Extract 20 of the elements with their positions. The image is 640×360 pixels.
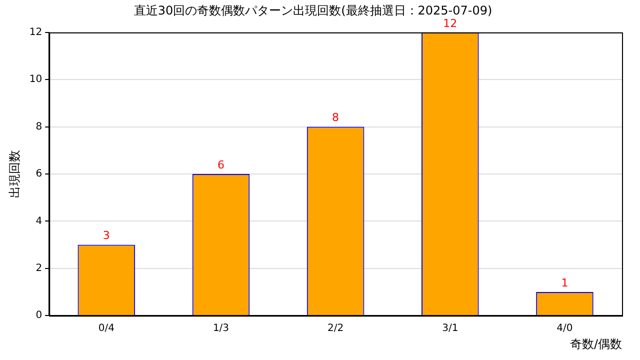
y-tick-label: 8: [36, 121, 42, 132]
y-tick-label: 12: [29, 26, 42, 38]
y-tick-label: 6: [36, 168, 42, 180]
x-tick-label: 4/0: [556, 323, 573, 334]
y-tick-label: 10: [29, 74, 42, 86]
y-tick-label: 2: [36, 262, 42, 274]
data-label: 6: [217, 158, 224, 172]
y-tick-label: 4: [36, 216, 42, 227]
x-tick-label: 1/3: [212, 323, 230, 334]
x-tick-label: 3/1: [442, 323, 458, 334]
x-axis-title: 奇数/偶数: [570, 336, 622, 351]
y-tick-label: 0: [36, 310, 42, 322]
data-label: 3: [102, 229, 110, 242]
data-label: 1: [561, 276, 568, 290]
x-tick-label: 0/4: [98, 323, 114, 334]
x-tick-label: 2/2: [328, 323, 344, 334]
data-label: 8: [332, 111, 340, 124]
chart-title: 直近30回の奇数偶数パターン出現回数(最終抽選日：2025-07-09): [134, 3, 492, 18]
data-label: 12: [443, 16, 458, 30]
y-axis-title: 出現回数: [7, 150, 22, 198]
